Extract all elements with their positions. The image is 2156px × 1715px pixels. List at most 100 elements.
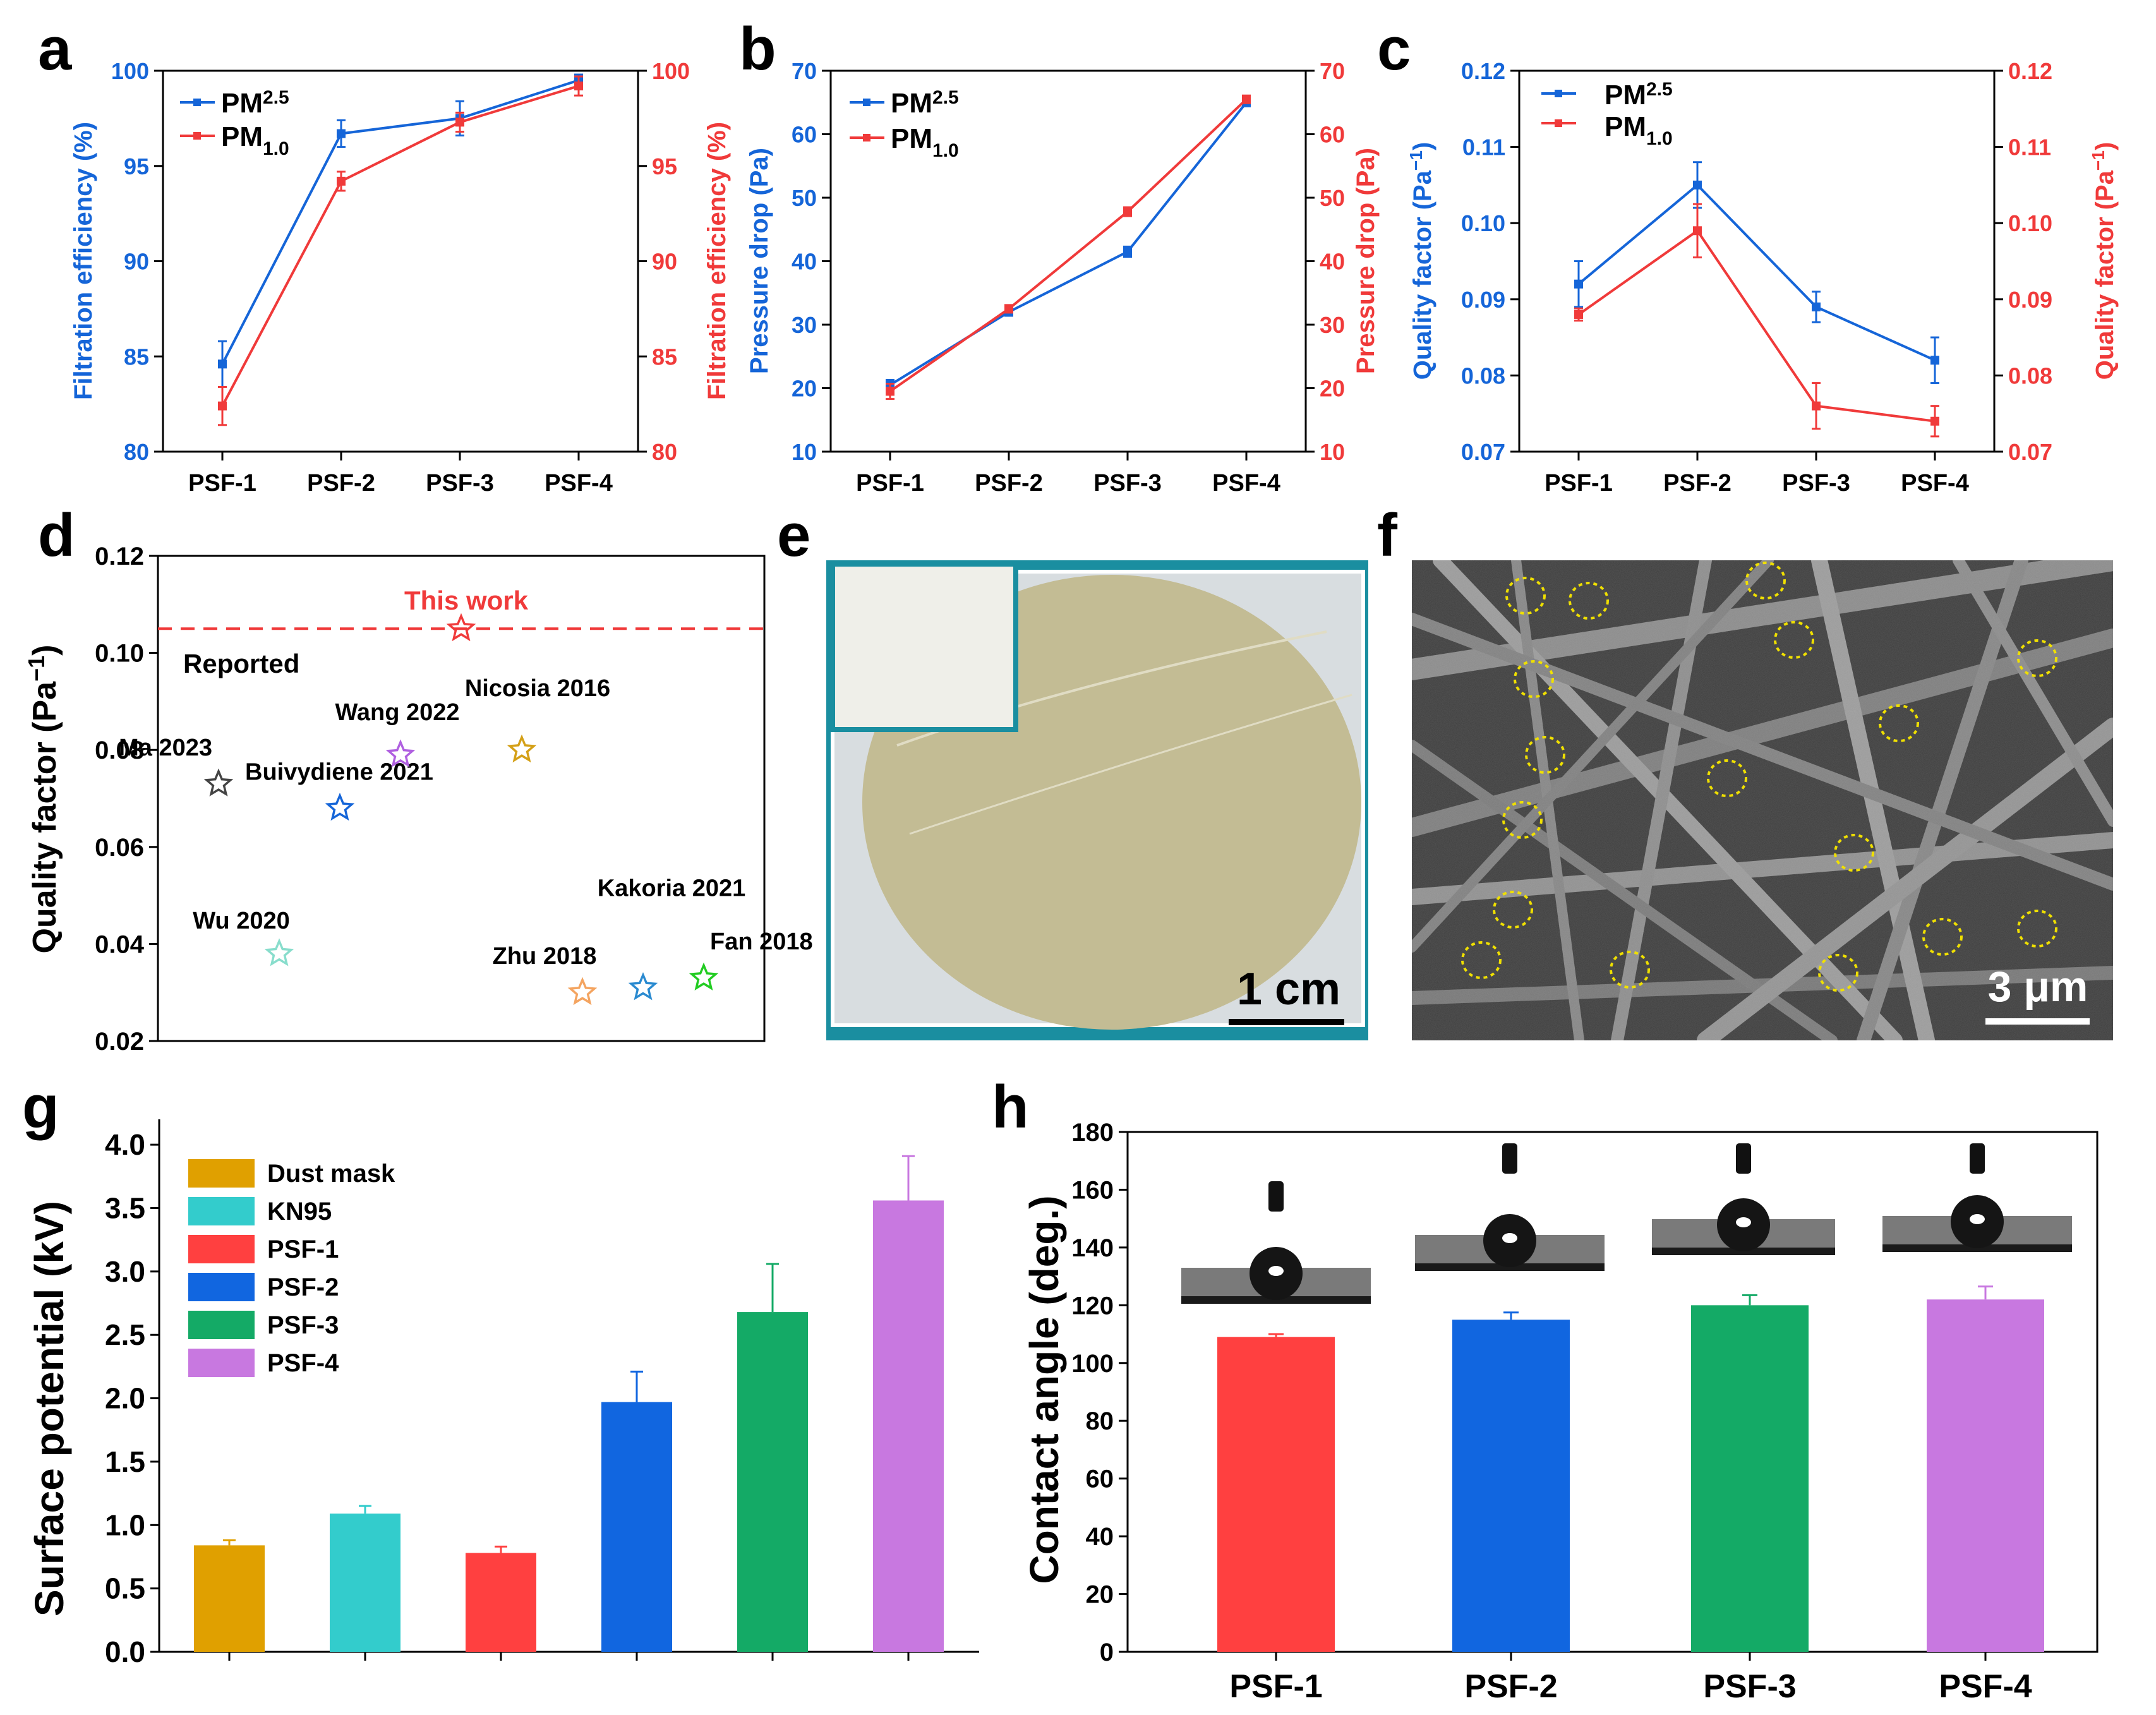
y-tick-label-left: 20: [792, 376, 817, 402]
panel-a-y-ticks-left: 80 85 90 95 100: [111, 58, 163, 465]
scatter-star-marker: [507, 734, 537, 763]
x-tick-label: PSF-2: [1663, 470, 1731, 496]
particle-marker-circle: [2017, 910, 2057, 948]
panel-d-this-work-label: This work: [404, 586, 529, 615]
panel-c-y-ticks-left: 0.07 0.08 0.09 0.10 0.11 0.12: [1461, 58, 1519, 465]
data-point: [1242, 95, 1251, 104]
panel-d: 0.02 0.04 0.06 0.08 0.10 0.12 Ma 2023 Buivydie…: [23, 543, 813, 1056]
panel-g-ylabel: Surface potential (kV): [27, 1201, 72, 1616]
y-tick-label: 20: [1086, 1581, 1114, 1609]
series-line: [221, 85, 579, 407]
x-tick-label: PSF-2: [1464, 1668, 1557, 1705]
data-point: [337, 129, 346, 138]
panel-h-ylabel: Contact angle (deg.): [1021, 1195, 1067, 1584]
panel-b: 10 20 30 40 50 60 70 10 20 30 40 50 60 70 PSF-1 PSF-2…: [745, 58, 1380, 496]
data-point: [1123, 247, 1132, 256]
bar: [873, 1200, 944, 1652]
bar: [194, 1545, 265, 1652]
y-tick-label-left: 0.11: [1462, 135, 1505, 160]
particle-marker-circle: [1514, 660, 1554, 698]
panel-letter-h: h: [992, 1073, 1029, 1141]
y-tick-label-right: 20: [1320, 376, 1345, 402]
y-tick-label-left: 85: [124, 344, 149, 370]
particle-marker-circle: [1610, 951, 1650, 989]
x-tick-label: PSF-1: [1229, 1668, 1322, 1705]
y-tick-label-left: 0.10: [1461, 210, 1505, 236]
panel-b-y-ticks-left: 10 20 30 40 50 60 70: [792, 58, 831, 465]
data-point: [1812, 302, 1821, 311]
y-tick-label: 0.04: [95, 930, 145, 958]
panel-d-reported-label: Reported: [183, 649, 299, 678]
data-point: [1930, 416, 1939, 426]
particle-marker-circle: [1834, 834, 1874, 872]
y-tick-label-right: 40: [1320, 249, 1345, 275]
dispensing-needle: [1736, 1143, 1751, 1174]
panel-letter-g: g: [22, 1073, 59, 1141]
scatter-star-marker: [264, 938, 294, 966]
y-tick-label-right: 85: [652, 344, 677, 370]
scatter-point-label: Wu 2020: [193, 908, 289, 934]
legend-pm10-marker: [1555, 119, 1562, 127]
panel-c-series: [1574, 161, 1939, 438]
y-tick-label: 0.12: [95, 543, 144, 570]
panel-c-ylabel-left: Quality factor (Pa−1): [1406, 142, 1436, 380]
photo-inset: [830, 562, 1018, 732]
y-tick-label: 80: [1086, 1407, 1114, 1435]
droplet-highlight: [1502, 1233, 1517, 1243]
legend-label: PSF-3: [267, 1311, 339, 1339]
bar: [1691, 1305, 1809, 1652]
y-tick-label-right: 0.11: [2008, 135, 2051, 160]
x-tick-label: PSF-2: [975, 470, 1043, 496]
y-tick-label-right: 30: [1320, 312, 1345, 338]
panel-h: 0 20 40 60 80 100 120 140 160 180 PSF-1 PSF-2 PSF-3…: [1021, 1119, 2099, 1705]
panel-a-ylabel-left: Filtration efficiency (%): [69, 122, 97, 400]
scatter-point-label: Wang 2022: [335, 699, 459, 726]
scatter-star-marker: [203, 768, 234, 797]
panel-b-ylabel-right: Pressure drop (Pa): [1352, 148, 1380, 374]
y-tick-label: 40: [1086, 1523, 1114, 1551]
panel-letter-b: b: [739, 15, 776, 83]
data-point: [337, 176, 346, 186]
series-line: [889, 98, 1248, 393]
legend-pm10-label: PM1.0: [221, 121, 289, 159]
particle-marker-circle: [1879, 704, 1919, 742]
panel-d-frame: [157, 555, 766, 1042]
particle-marker-circle: [1493, 891, 1533, 929]
panel-b-x-ticks: PSF-1 PSF-2 PSF-3 PSF-4: [856, 452, 1280, 496]
panel-a-x-ticks: PSF-1 PSF-2 PSF-3 PSF-4: [188, 452, 613, 496]
particle-marker-circle: [1922, 918, 1963, 956]
y-tick-label-left: 60: [792, 122, 817, 148]
panel-letter-c: c: [1377, 15, 1411, 83]
dispensing-needle: [1268, 1181, 1284, 1212]
panel-c: 0.07 0.08 0.09 0.10 0.11 0.12 0.07 0.08 0.09 0.1…: [1406, 58, 2119, 496]
data-point: [1574, 279, 1583, 289]
x-tick-label: PSF-3: [1703, 1668, 1796, 1705]
y-tick-label: 180: [1071, 1119, 1114, 1146]
scatter-point-label: Buivydiene 2021: [245, 759, 433, 785]
y-tick-label-right: 60: [1320, 122, 1345, 148]
legend-label: PSF-2: [267, 1273, 339, 1301]
particle-marker-circle: [1525, 736, 1565, 774]
x-tick-label: PSF-3: [426, 470, 494, 496]
panel-c-x-ticks: PSF-1 PSF-2 PSF-3 PSF-4: [1545, 452, 1969, 496]
dispensing-needle: [1502, 1143, 1517, 1174]
panel-letter-f: f: [1377, 502, 1398, 569]
data-point: [1812, 401, 1821, 411]
particle-marker-circle: [1774, 621, 1814, 659]
legend-pm25-label: PM2.5: [221, 87, 289, 119]
legend-label: KN95: [267, 1198, 332, 1225]
panel-g-legend: Dust mask KN95 PSF-1 PSF-2 PSF-3 PSF-4: [188, 1159, 395, 1377]
data-point: [1004, 304, 1013, 313]
y-tick-label-left: 70: [792, 58, 817, 84]
panel-f-sem: 3 μm: [1412, 560, 2113, 1040]
panel-h-bars: PSF-1 PSF-2 PSF-3 PSF-4: [1217, 1285, 2044, 1705]
x-tick-label: PSF-2: [307, 470, 375, 496]
particle-marker-circle: [1505, 577, 1546, 615]
scatter-point-label: Zhu 2018: [493, 943, 597, 970]
particle-marker-circle: [1745, 562, 1786, 599]
panel-h-y-ticks: 0 20 40 60 80 100 120 140 160 180: [1071, 1119, 1128, 1666]
bar: [1217, 1337, 1335, 1652]
panel-d-ylabel: Quality factor (Pa−1): [23, 645, 63, 954]
